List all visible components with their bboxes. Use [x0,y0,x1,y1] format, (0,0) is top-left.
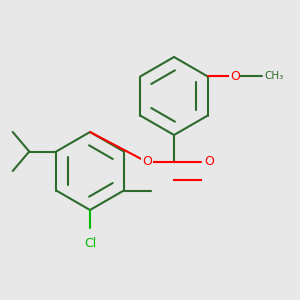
Text: O: O [230,70,240,83]
Text: CH₃: CH₃ [265,71,284,82]
Text: O: O [204,155,214,169]
Text: O: O [142,155,152,169]
Text: Cl: Cl [84,237,96,250]
